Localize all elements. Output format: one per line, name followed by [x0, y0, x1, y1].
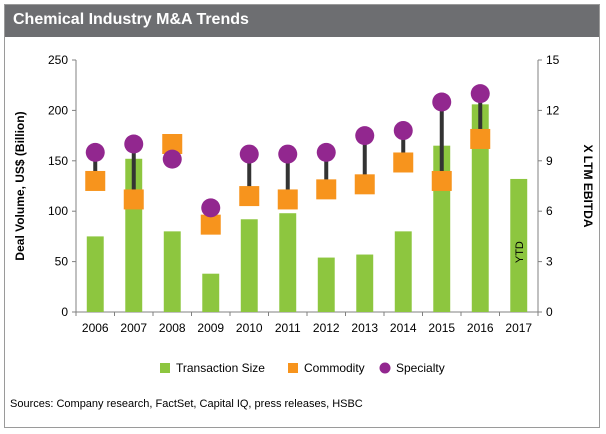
annotation-ytd: YTD — [514, 241, 526, 263]
markers — [85, 84, 491, 235]
legend-label: Commodity — [304, 361, 365, 375]
marker-commodity — [393, 152, 414, 173]
x-tick-label: 2012 — [313, 321, 340, 335]
bar-transaction-size — [202, 273, 220, 312]
marker-specialty — [239, 144, 259, 164]
y-tick-label: 200 — [48, 103, 68, 117]
marker-commodity — [239, 186, 260, 207]
bar-transaction-size — [394, 231, 412, 312]
legend-label: Transaction Size — [176, 361, 265, 375]
y2-tick-label: 12 — [546, 103, 560, 117]
marker-commodity — [85, 170, 106, 191]
y-tick-label: 50 — [55, 255, 69, 269]
y2-tick-label: 15 — [546, 53, 560, 67]
x-tick-label: 2014 — [390, 321, 417, 335]
y2-axis-title: X LTM EBITDA — [581, 144, 595, 227]
bar-transaction-size — [471, 104, 489, 313]
marker-specialty — [432, 92, 452, 112]
y2-tick-label: 3 — [546, 255, 553, 269]
x-tick-label: 2006 — [82, 321, 109, 335]
bar-transaction-size — [86, 236, 104, 312]
y-tick-label: 150 — [48, 154, 68, 168]
marker-specialty — [355, 126, 375, 146]
marker-commodity — [162, 134, 183, 154]
marker-specialty — [316, 142, 336, 162]
y-axis-title: Deal Volume, US$ (Billion) — [13, 111, 27, 260]
marker-commodity — [200, 214, 221, 235]
x-tick-label: 2016 — [467, 321, 494, 335]
y2-tick-label: 6 — [546, 204, 553, 218]
x-tick-label: 2007 — [120, 321, 147, 335]
title-bar: Chemical Industry M&A Trends — [5, 5, 599, 37]
labels: YTD — [514, 241, 526, 263]
legend-swatch-transaction-size — [160, 363, 170, 373]
x-tick-label: 2017 — [505, 321, 532, 335]
legend-swatch-specialty — [379, 362, 391, 374]
marker-specialty — [393, 121, 413, 141]
legend: Transaction Size Commodity Specialty — [160, 361, 445, 375]
y2-tick-label: 9 — [546, 154, 553, 168]
marker-specialty — [201, 198, 221, 218]
marker-specialty — [470, 84, 490, 104]
marker-specialty — [124, 134, 144, 154]
x-tick-label: 2010 — [236, 321, 263, 335]
bar-transaction-size — [279, 213, 297, 312]
marker-commodity — [316, 179, 337, 200]
marker-commodity — [354, 174, 375, 195]
marker-commodity — [431, 170, 452, 191]
chart-frame: Chemical Industry M&A Trends — [4, 4, 600, 428]
bar-transaction-size — [317, 257, 335, 312]
y-tick-label: 250 — [48, 53, 68, 67]
y-tick-label: 100 — [48, 204, 68, 218]
marker-specialty — [278, 144, 298, 164]
x-tick-label: 2011 — [275, 321, 301, 335]
y-tick-label: 0 — [61, 305, 68, 319]
marker-commodity — [123, 189, 144, 210]
legend-swatch-commodity — [288, 363, 298, 373]
chart-title: Chemical Industry M&A Trends — [13, 11, 249, 28]
x-tick-label: 2013 — [351, 321, 378, 335]
y2-tick-label: 0 — [546, 305, 553, 319]
x-tick-label: 2008 — [159, 321, 186, 335]
marker-specialty — [85, 142, 105, 162]
bar-transaction-size — [163, 231, 181, 312]
x-tick-label: 2015 — [428, 321, 455, 335]
marker-commodity — [277, 189, 298, 210]
bars — [86, 104, 528, 313]
bar-transaction-size — [356, 254, 374, 312]
marker-specialty — [162, 149, 182, 169]
x-tick-label: 2009 — [197, 321, 224, 335]
axes: 0 50 100 150 200 250 0 3 6 9 12 15 2006 2007 2008 2009 2… — [13, 53, 595, 335]
marker-commodity — [470, 128, 491, 149]
legend-label: Specialty — [396, 361, 445, 375]
source-note: Sources: Company research, FactSet, Capi… — [10, 398, 363, 410]
bar-transaction-size — [240, 219, 258, 312]
bar-transaction-size — [510, 178, 528, 312]
